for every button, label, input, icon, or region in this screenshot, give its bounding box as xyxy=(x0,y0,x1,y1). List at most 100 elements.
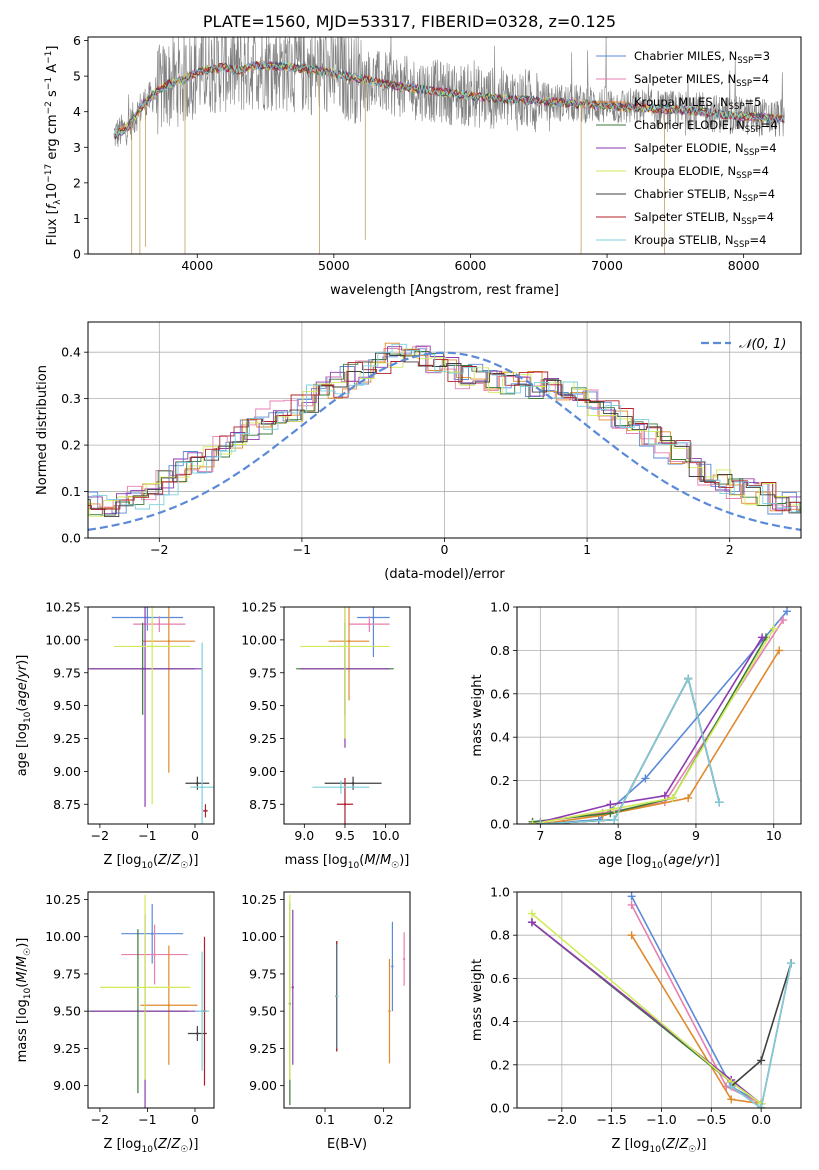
y-tick-label: 0.4 xyxy=(490,730,510,745)
y-tick-label: 3 xyxy=(73,140,81,155)
x-tick-label: 0 xyxy=(191,1112,199,1127)
y-tick-label: 10.00 xyxy=(45,632,81,647)
y-tick-label: 4 xyxy=(73,104,81,119)
data-marker xyxy=(627,900,636,909)
x-tick-label: −2.0 xyxy=(547,1112,577,1127)
data-point xyxy=(351,782,355,785)
plot-area xyxy=(88,894,210,1108)
x-axis-label: wavelength [Angstrom, rest frame] xyxy=(330,283,559,298)
y-tick-label: 0.1 xyxy=(61,484,81,499)
data-marker xyxy=(606,800,615,809)
y-tick-label: 0.8 xyxy=(490,643,510,658)
axes-frame xyxy=(283,891,411,1109)
series-line xyxy=(540,610,788,824)
data-marker xyxy=(641,774,650,783)
data-point xyxy=(143,986,147,989)
y-tick-label: 9.75 xyxy=(53,665,81,680)
series-line xyxy=(540,649,780,824)
data-marker xyxy=(606,809,615,818)
data-point xyxy=(368,622,371,626)
data-point xyxy=(402,957,406,961)
residual-histogram xyxy=(88,349,801,512)
data-point xyxy=(372,616,375,619)
age-vs-mass-panel: 9.0 9.5 10.0 8.75 9.00 9.25 9.50 9.75 10.00 10.25… xyxy=(241,600,411,871)
legend-entry: Salpeter STELIB, NSSP=4 xyxy=(634,210,774,227)
axes-frame xyxy=(516,891,802,1109)
data-marker xyxy=(727,1082,736,1091)
y-tick-label: 9.50 xyxy=(249,698,277,713)
axes-frame xyxy=(283,606,411,825)
age-vs-metallicity-panel: −2 −1 0 8.75 9.00 9.25 9.50 9.75 10.00 10.25 Z [lo… xyxy=(15,600,215,871)
y-tick-label: 0.2 xyxy=(490,773,510,788)
data-marker xyxy=(660,791,669,800)
x-tick-label: −1 xyxy=(138,1112,156,1127)
residual-histogram xyxy=(88,352,801,518)
y-tick-label: 9.25 xyxy=(53,731,81,746)
y-tick-label: 2 xyxy=(73,175,81,190)
legend-entry: Chabrier STELIB, NSSP=4 xyxy=(634,187,775,204)
y-tick-label: 10.00 xyxy=(241,632,277,647)
residual-histogram xyxy=(88,348,801,517)
y-tick-label: 0.4 xyxy=(490,1014,510,1029)
plot-area xyxy=(88,342,801,531)
axes-frame xyxy=(87,36,802,255)
y-tick-label: 0.0 xyxy=(490,1101,510,1116)
legend-entry: Chabrier MILES, NSSP=3 xyxy=(634,49,770,66)
x-tick-label: 7 xyxy=(536,828,544,843)
series-line xyxy=(540,676,721,824)
y-tick-label: 10.00 xyxy=(45,929,81,944)
series-line xyxy=(532,628,775,824)
data-marker xyxy=(787,959,796,968)
y-tick-label: 0.6 xyxy=(490,971,510,986)
data-marker xyxy=(527,909,536,918)
x-tick-label: −1 xyxy=(138,828,156,843)
legend-entry: 𝒩(0, 1) xyxy=(739,337,786,352)
data-point xyxy=(200,1009,204,1013)
data-point xyxy=(288,986,292,989)
x-axis-label: (data-model)/error xyxy=(384,567,505,582)
data-marker xyxy=(775,646,784,655)
model-spectrum xyxy=(113,59,785,139)
y-tick-label: 1.0 xyxy=(490,885,510,900)
data-marker xyxy=(627,931,636,940)
legend-entry: Kroupa STELIB, NSSP=4 xyxy=(634,233,766,250)
model-spectrum xyxy=(113,60,785,140)
x-tick-label: −2 xyxy=(91,1112,109,1127)
plot-area xyxy=(88,607,214,824)
y-tick-label: 0.8 xyxy=(490,928,510,943)
data-marker xyxy=(757,1056,766,1065)
observed-spectrum xyxy=(113,37,785,147)
residuals-panel: −2 −1 0 1 2 0.0 0.1 0.2 0.3 0.4 (data-model)/error… xyxy=(35,321,802,582)
data-point xyxy=(196,782,199,785)
y-tick-label: 9.50 xyxy=(53,1004,81,1019)
data-point xyxy=(339,785,343,789)
y-tick-label: 0.4 xyxy=(61,345,81,360)
residual-histogram xyxy=(88,343,801,513)
data-point xyxy=(291,986,294,989)
x-tick-label: 6000 xyxy=(455,258,487,273)
x-tick-label: 0.0 xyxy=(751,1112,771,1127)
y-tick-label: 9.75 xyxy=(249,665,277,680)
x-tick-label: 9.0 xyxy=(294,828,314,843)
data-marker xyxy=(715,798,724,807)
y-tick-label: 9.00 xyxy=(53,764,81,779)
legend-entry: Kroupa MILES, NSSP=5 xyxy=(634,95,761,112)
y-tick-label: 9.50 xyxy=(53,698,81,713)
x-tick-label: 0.2 xyxy=(374,1112,394,1127)
data-point xyxy=(167,639,171,643)
data-point xyxy=(347,639,351,643)
y-tick-label: 0.3 xyxy=(61,391,81,406)
data-marker xyxy=(610,815,619,824)
axes-frame xyxy=(87,606,215,825)
data-point xyxy=(167,1004,171,1007)
y-tick-label: 0.2 xyxy=(490,1057,510,1072)
residual-histogram xyxy=(88,346,801,511)
series-line xyxy=(730,963,792,1108)
y-tick-label: 0.0 xyxy=(61,531,81,546)
plot-area xyxy=(528,607,791,824)
y-tick-label: 9.75 xyxy=(249,966,277,981)
x-tick-label: −1.0 xyxy=(646,1112,676,1127)
y-tick-label: 9.50 xyxy=(249,1004,277,1019)
data-marker xyxy=(668,793,677,802)
